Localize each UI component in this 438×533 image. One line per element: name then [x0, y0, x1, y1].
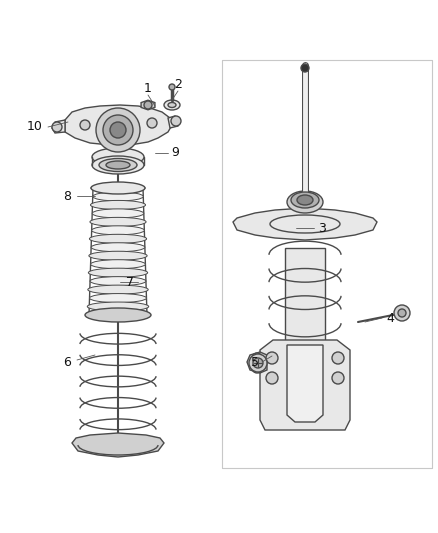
Text: 6: 6	[63, 356, 71, 368]
Circle shape	[144, 101, 152, 109]
Ellipse shape	[91, 183, 145, 192]
Ellipse shape	[91, 243, 145, 252]
Ellipse shape	[89, 294, 146, 303]
Circle shape	[171, 116, 181, 126]
Circle shape	[253, 358, 263, 368]
Bar	[285, 248, 325, 380]
Circle shape	[103, 115, 133, 145]
Ellipse shape	[297, 195, 313, 205]
Ellipse shape	[291, 192, 319, 208]
Ellipse shape	[91, 200, 145, 209]
Polygon shape	[141, 100, 155, 110]
Text: 9: 9	[171, 147, 179, 159]
Circle shape	[169, 84, 175, 90]
Circle shape	[301, 64, 309, 72]
Ellipse shape	[88, 268, 148, 277]
Text: 2: 2	[174, 78, 182, 92]
Ellipse shape	[88, 285, 148, 294]
Polygon shape	[72, 433, 164, 457]
Text: 8: 8	[63, 190, 71, 203]
Circle shape	[252, 353, 262, 363]
Ellipse shape	[164, 100, 180, 110]
Polygon shape	[65, 105, 172, 145]
Circle shape	[147, 118, 157, 128]
Ellipse shape	[92, 209, 144, 218]
Ellipse shape	[89, 251, 147, 260]
Ellipse shape	[270, 215, 340, 233]
Ellipse shape	[89, 311, 147, 319]
Circle shape	[249, 354, 267, 372]
Ellipse shape	[87, 302, 149, 311]
Text: 10: 10	[27, 120, 43, 133]
Circle shape	[96, 108, 140, 152]
Ellipse shape	[92, 156, 144, 174]
Text: 5: 5	[251, 356, 259, 368]
Ellipse shape	[287, 191, 323, 213]
Ellipse shape	[85, 308, 151, 322]
Text: 7: 7	[126, 276, 134, 288]
Text: 4: 4	[386, 311, 394, 325]
Polygon shape	[247, 352, 267, 373]
Ellipse shape	[90, 217, 146, 227]
Circle shape	[266, 372, 278, 384]
Circle shape	[394, 305, 410, 321]
Ellipse shape	[91, 182, 145, 194]
Ellipse shape	[89, 235, 147, 243]
Text: 1: 1	[144, 82, 152, 94]
Polygon shape	[52, 120, 65, 133]
Polygon shape	[260, 340, 350, 430]
Ellipse shape	[90, 277, 146, 286]
Polygon shape	[287, 345, 323, 422]
Polygon shape	[233, 208, 377, 240]
Circle shape	[110, 122, 126, 138]
Circle shape	[398, 309, 406, 317]
Ellipse shape	[92, 226, 145, 235]
Circle shape	[80, 120, 90, 130]
Ellipse shape	[168, 102, 176, 108]
Ellipse shape	[106, 161, 130, 169]
Circle shape	[52, 122, 62, 132]
Ellipse shape	[92, 148, 144, 166]
Text: 3: 3	[318, 222, 326, 235]
Circle shape	[332, 372, 344, 384]
Ellipse shape	[93, 192, 143, 201]
Circle shape	[252, 363, 262, 373]
Ellipse shape	[99, 158, 137, 172]
Circle shape	[266, 352, 278, 364]
Ellipse shape	[91, 260, 145, 269]
Circle shape	[332, 352, 344, 364]
Polygon shape	[168, 116, 180, 128]
